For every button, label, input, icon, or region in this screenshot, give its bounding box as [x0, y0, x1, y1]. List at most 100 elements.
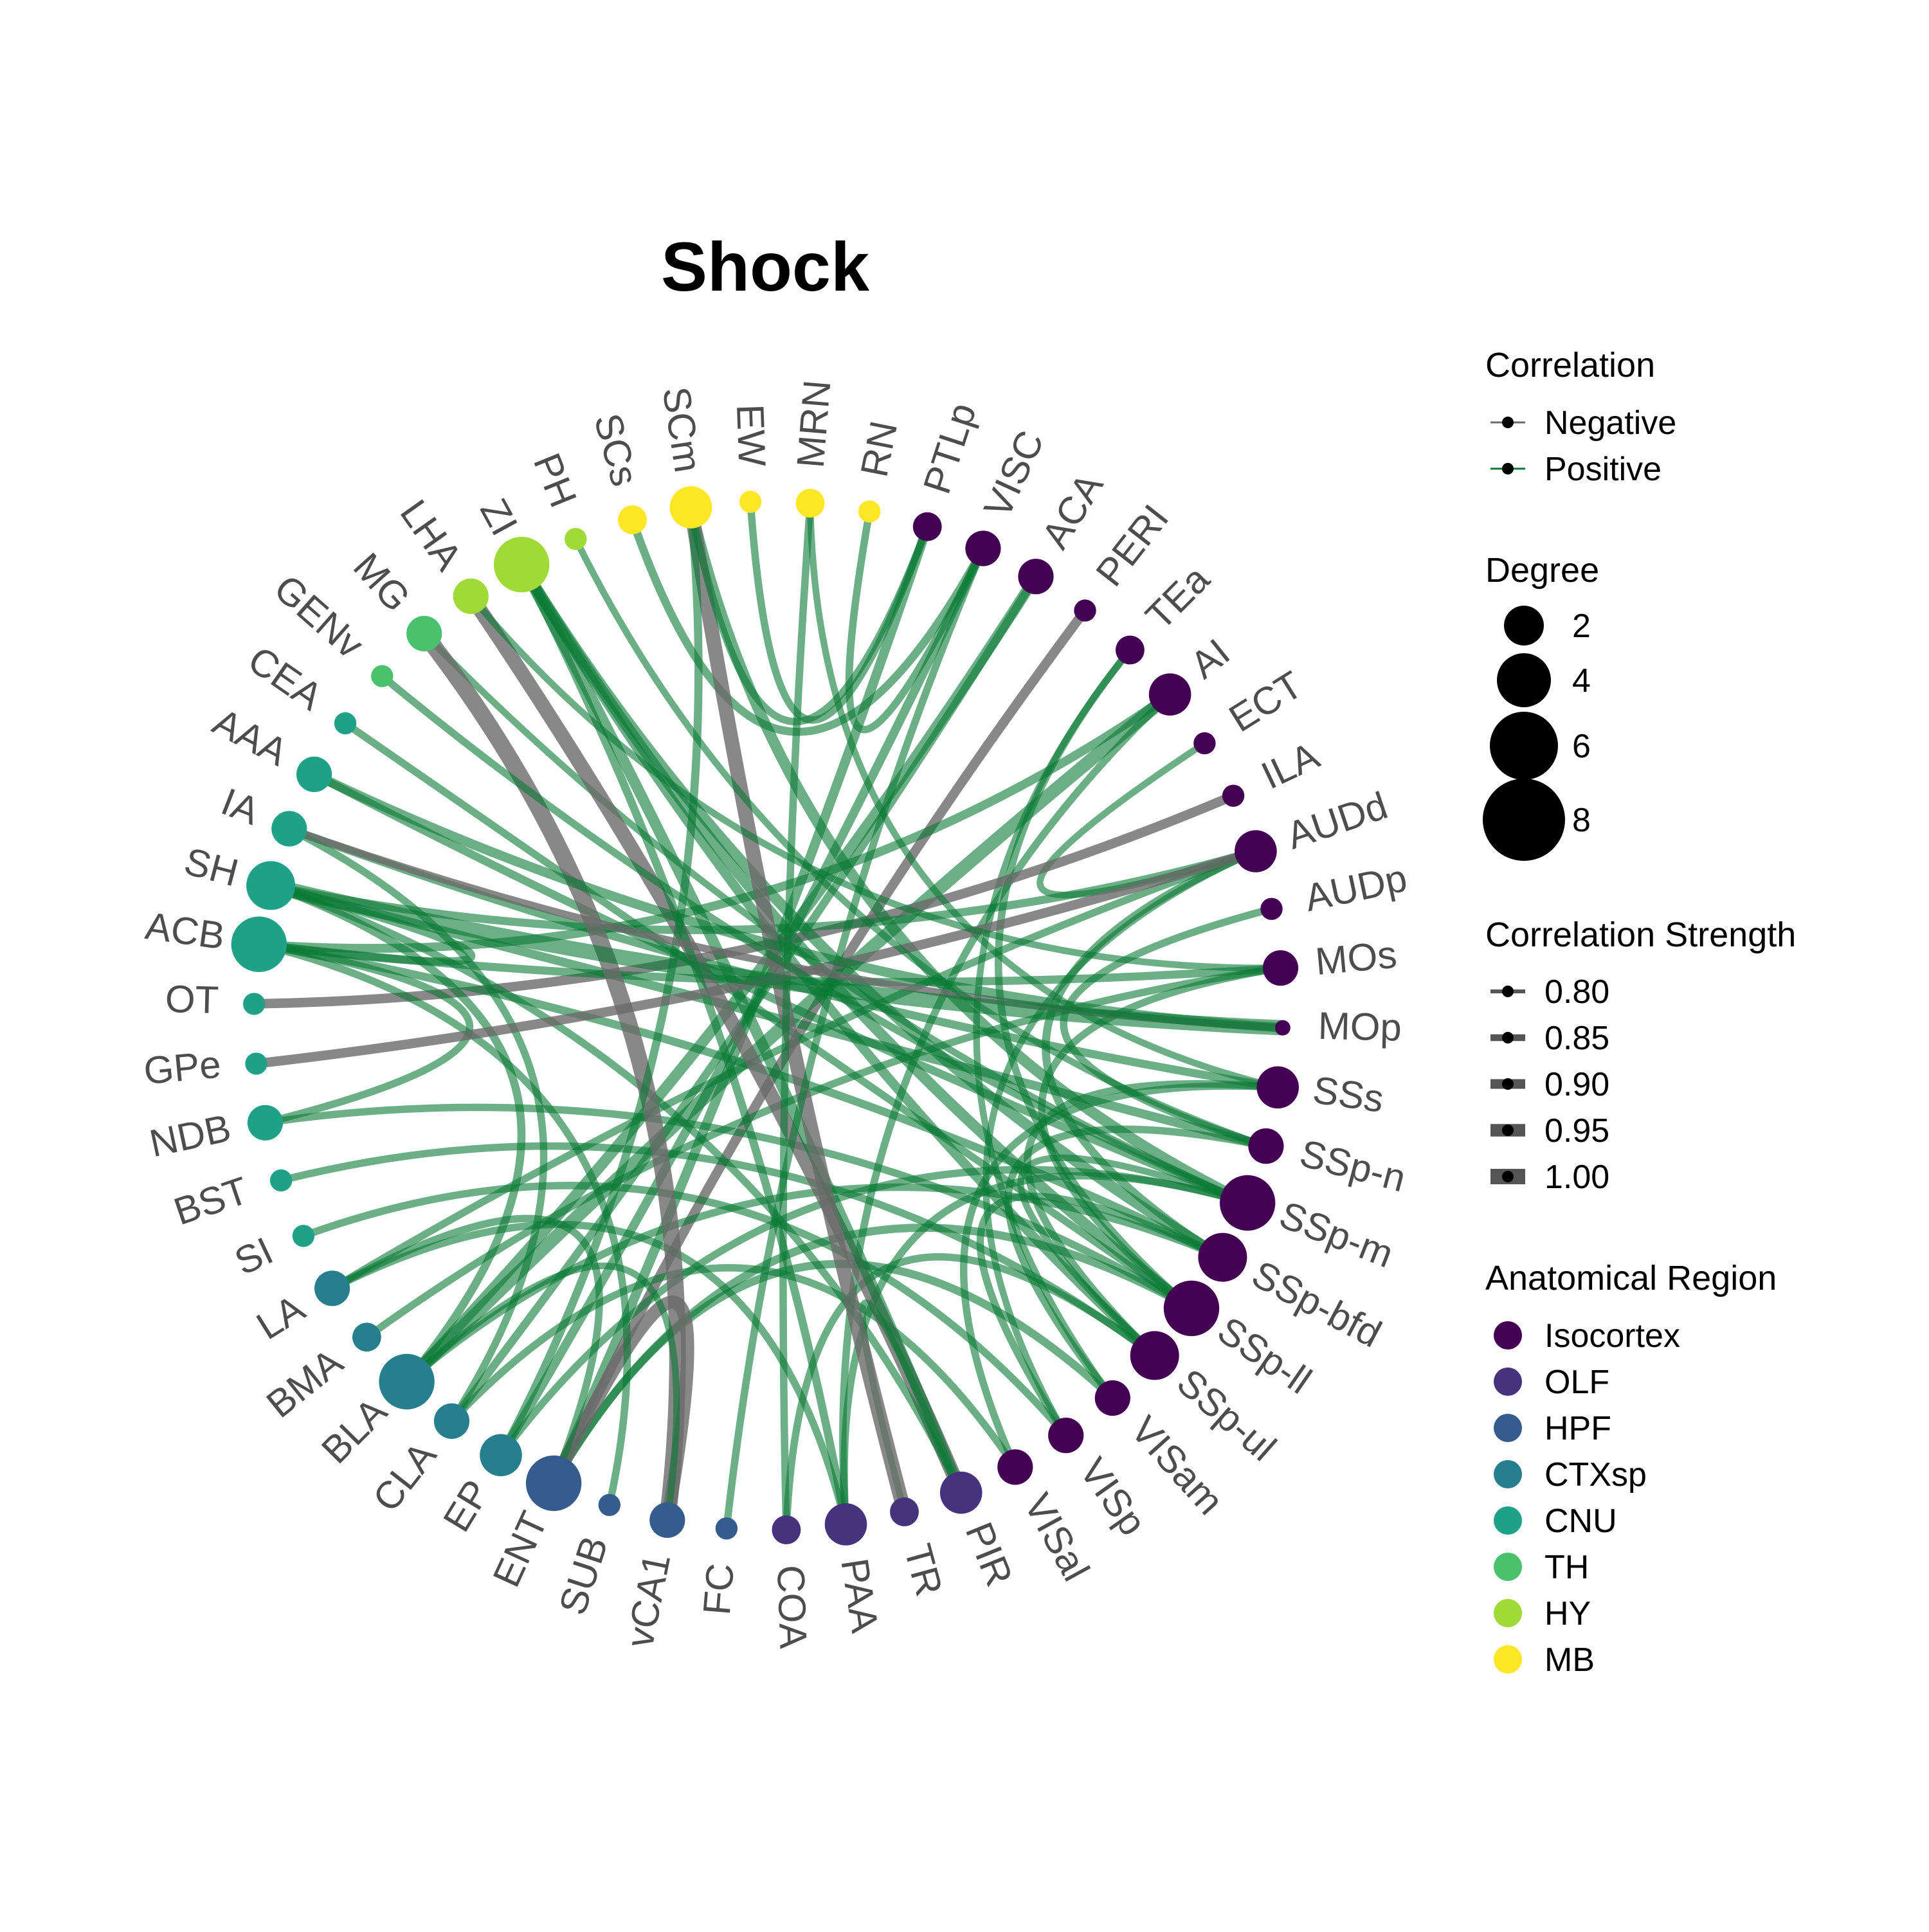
node-si	[292, 1225, 315, 1247]
legend-region-olf-label: OLF	[1544, 1364, 1609, 1401]
node-label-paa: PAA	[833, 1555, 887, 1635]
node-mg	[406, 615, 442, 652]
node-label-ia: IA	[215, 780, 265, 833]
legend-region-hpf-label: HPF	[1544, 1410, 1611, 1447]
node-label-acb: ACB	[143, 904, 227, 958]
node-fc	[715, 1517, 738, 1540]
legend-strength-1-00-dot	[1502, 1171, 1514, 1182]
node-aca	[1018, 559, 1054, 595]
legend-region-ctxsp-swatch	[1494, 1460, 1522, 1488]
node-label-audd: AUDd	[1281, 784, 1393, 858]
legend-strength-0-85-dot	[1502, 1032, 1514, 1043]
edge-sub-acb	[255, 940, 631, 1509]
node-ect	[1193, 732, 1216, 755]
edge-visal-cla	[448, 1264, 1019, 1471]
legend-strength-items: 0.80 0.85 0.90 0.95 1.00	[1490, 973, 1609, 1196]
legend-strength-0-85-label: 0.85	[1544, 1020, 1609, 1057]
node-ssp-m	[1220, 1175, 1276, 1231]
node-ssp-ul	[1130, 1331, 1179, 1380]
node-label-lha: LHA	[392, 492, 470, 578]
legend-strength-0-80-label: 0.80	[1544, 973, 1609, 1011]
node-label-mop: MOp	[1318, 1004, 1402, 1049]
node-peri	[1074, 599, 1096, 622]
node-label-visal: VISal	[1016, 1486, 1098, 1588]
edge-ai-bla	[400, 688, 1177, 1389]
node-label-ndb: NDB	[146, 1106, 235, 1165]
node-mrn	[795, 489, 825, 518]
node-label-audp: AUDp	[1301, 856, 1410, 920]
legend-degree-6-label: 6	[1572, 728, 1591, 765]
legend-region-isocortex-swatch	[1494, 1321, 1522, 1350]
legend-region-hpf-swatch	[1494, 1414, 1522, 1442]
legend-degree-items: 2 4 6 8	[1483, 606, 1591, 861]
node-label-si: SI	[228, 1229, 280, 1283]
node-visam	[1094, 1380, 1130, 1416]
node-mop	[1274, 1020, 1291, 1036]
node-label-bst: BST	[168, 1169, 253, 1234]
node-pir	[939, 1471, 983, 1514]
legend-degree-title: Degree	[1485, 551, 1599, 590]
node-label-la: LA	[249, 1286, 312, 1348]
legend-correlation-items: Negative Positive	[1490, 404, 1676, 488]
legend-strength-title: Correlation Strength	[1485, 916, 1796, 954]
node-sh	[246, 861, 296, 910]
legend-degree-2-label: 2	[1572, 608, 1591, 645]
edge-ssp-ul-bst	[277, 1142, 1159, 1360]
node-label-tea: TEa	[1137, 557, 1218, 638]
node-label-pir: PIR	[957, 1516, 1022, 1592]
edge-sss-ssp-ul	[1024, 1080, 1281, 1360]
legend-region-olf-swatch	[1494, 1368, 1522, 1396]
node-visal	[997, 1449, 1033, 1485]
edge-ect-audd	[1037, 739, 1260, 899]
edge-ent-la	[328, 1214, 603, 1487]
node-label-sss: SSs	[1310, 1068, 1386, 1121]
node-label-ot: OT	[165, 977, 219, 1022]
node-tr	[890, 1497, 919, 1526]
edge-sss-mrn	[806, 500, 1281, 1091]
legend-region-items: Isocortex OLF HPF CTXsp CNU TH HY MB	[1494, 1317, 1680, 1679]
edge-ssp-bfd-bla	[403, 1183, 1227, 1386]
node-ep	[480, 1434, 522, 1477]
edge-sh-mop	[263, 878, 1291, 1036]
node-label-mg: MG	[345, 545, 419, 620]
node-label-ssp-m: SSp-m	[1274, 1193, 1399, 1276]
node-genv	[371, 665, 394, 687]
node-label-ent: ENT	[484, 1505, 556, 1593]
node-audp	[1260, 898, 1283, 920]
edge-ph-ssp-n	[572, 536, 1270, 1150]
legend-region-ctxsp-label: CTXsp	[1544, 1456, 1647, 1494]
edge-bla-sh	[266, 881, 526, 1386]
node-label-coa: COA	[769, 1564, 815, 1649]
edge-pir-sh	[267, 881, 965, 1497]
node-scm	[669, 486, 712, 528]
node-label-mos: MOs	[1314, 933, 1399, 983]
chart-title: Shock	[661, 228, 870, 305]
node-label-sh: SH	[180, 839, 243, 894]
node-ai	[1148, 673, 1191, 716]
node-label-ep: EP	[435, 1472, 498, 1539]
legend-region-mb-swatch	[1494, 1645, 1522, 1674]
node-lha	[453, 578, 489, 615]
node-ia	[271, 811, 307, 847]
node-label-ph: PH	[525, 447, 585, 513]
legend-degree-4-label: 4	[1572, 662, 1591, 700]
node-label-scm: SCm	[655, 384, 710, 475]
node-bst	[269, 1169, 293, 1192]
node-label-scs: SCs	[586, 409, 647, 491]
edge-visp-si	[300, 1182, 1070, 1440]
node-rn	[858, 500, 881, 523]
node-label-mrn: MRN	[789, 379, 839, 470]
node-acb	[231, 916, 287, 972]
node-ila	[1222, 784, 1245, 807]
edges-layer	[249, 498, 1291, 1534]
legend-degree-2-dot	[1504, 606, 1544, 646]
legend: Correlation Negative Positive Degree 2 4 6 8…	[1483, 346, 1796, 1679]
node-vca1	[649, 1502, 685, 1538]
legend-degree-6-dot	[1490, 712, 1558, 780]
legend-strength-0-90-dot	[1502, 1078, 1514, 1090]
legend-degree-4-dot	[1497, 653, 1551, 707]
legend-strength-1-00-label: 1.00	[1544, 1159, 1609, 1196]
legend-region-cnu-swatch	[1494, 1506, 1522, 1535]
node-label-ila: ILA	[1254, 734, 1325, 797]
